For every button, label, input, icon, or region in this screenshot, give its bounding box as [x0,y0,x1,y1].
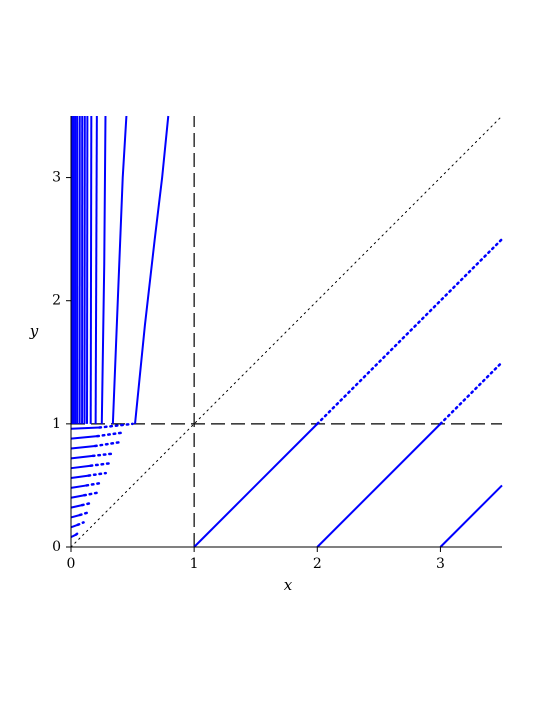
curve [134,115,170,424]
y-axis-label: y [29,322,39,340]
curve [89,115,93,424]
curve [91,452,116,458]
curve [70,464,91,470]
curve [70,445,96,450]
curve [439,361,504,426]
curve [78,511,90,517]
curve [316,423,442,548]
curve [70,426,100,430]
curve [70,484,87,489]
curve [96,431,125,438]
curve [85,481,103,487]
curve [87,471,107,477]
y-tick-label: 2 [52,293,61,309]
curve [70,504,83,509]
curve [70,454,94,460]
curve [70,514,81,519]
curve [111,115,128,424]
curve [70,474,89,480]
curve [83,491,99,497]
curve [439,484,503,548]
x-tick-label: 1 [190,556,199,572]
x-tick-label: 0 [67,556,76,572]
curve [89,462,112,467]
x-tick-label: 2 [313,556,322,572]
y-tick-label: 0 [52,539,61,555]
curve [94,115,98,424]
curve [98,422,134,429]
curve [100,115,107,424]
y-tick-label: 1 [52,416,61,432]
x-tick-label: 3 [436,556,445,572]
curve [93,441,121,448]
curve [70,435,98,440]
y-tick-label: 3 [52,170,61,186]
curve [80,501,94,507]
curve [316,237,504,426]
curve [70,494,85,499]
curve [70,115,503,548]
curve [74,530,81,536]
curve [76,521,85,527]
x-axis-label: x [284,576,293,594]
curve [193,423,318,548]
